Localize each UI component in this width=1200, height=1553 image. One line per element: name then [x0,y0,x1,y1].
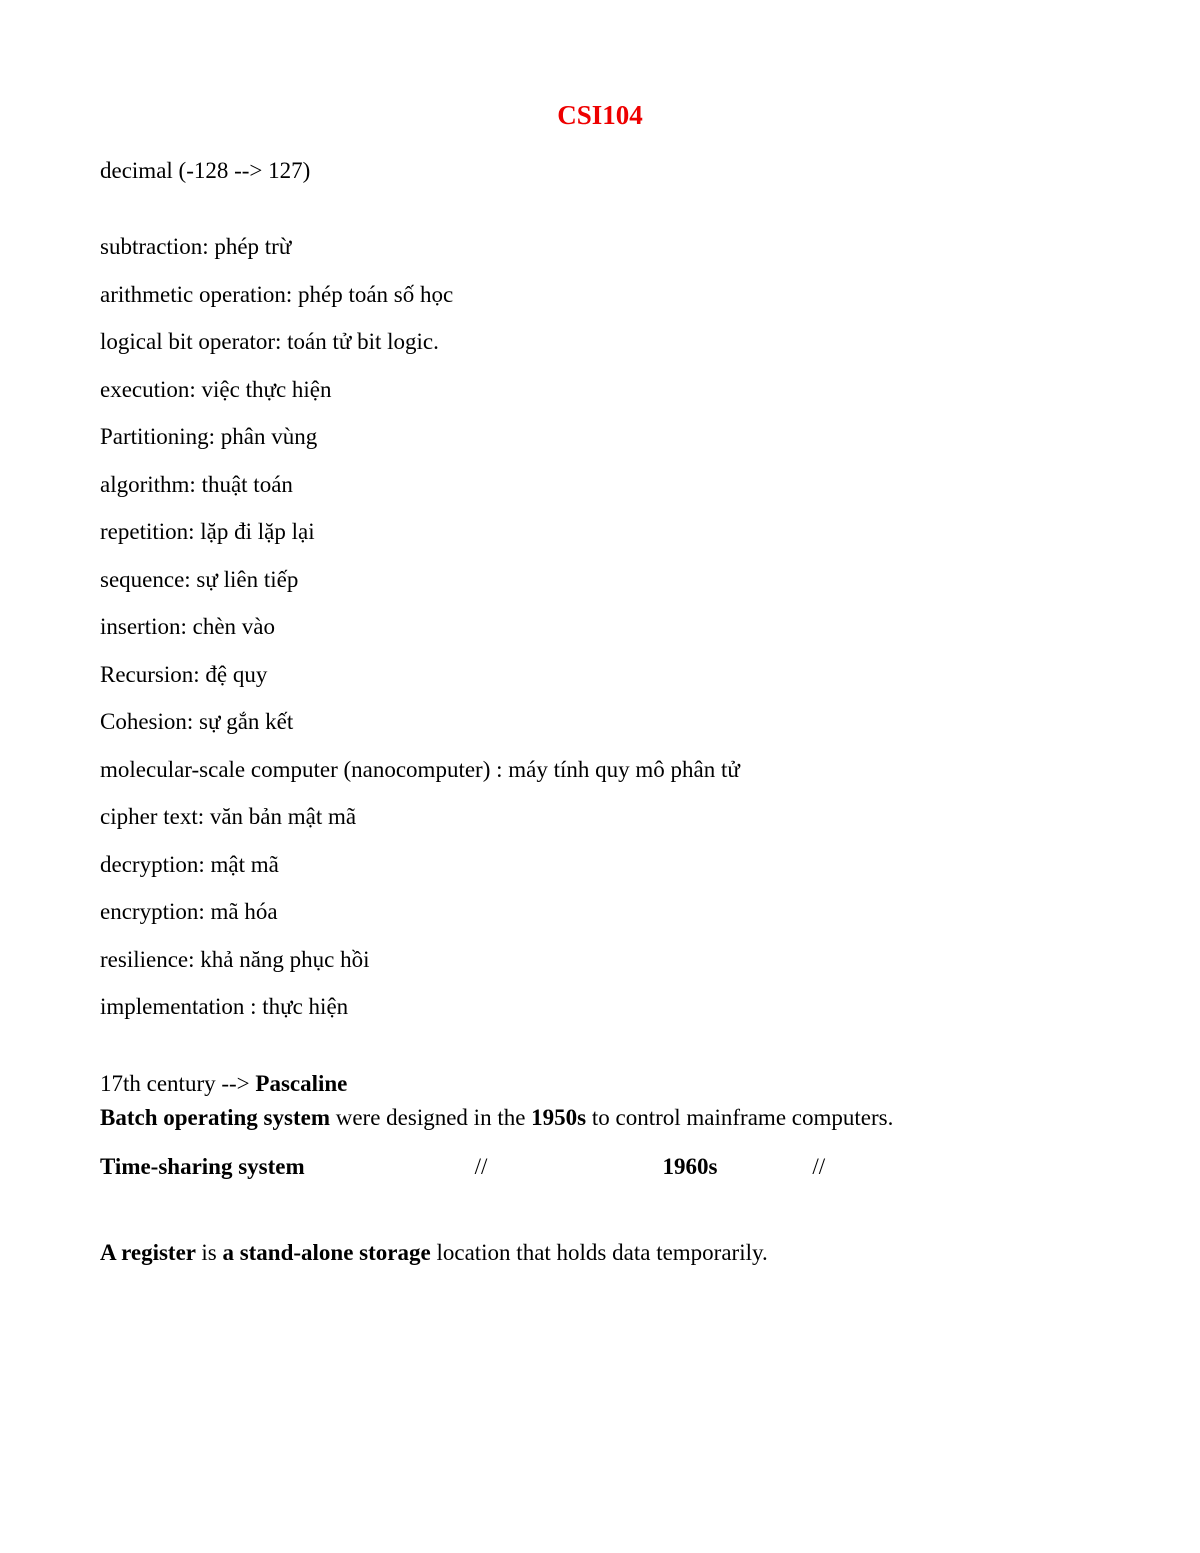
term-line: resilience: khả năng phục hồi [100,943,1100,978]
term-line: insertion: chèn vào [100,610,1100,645]
register-text-1: is [201,1240,222,1265]
batch-line: Batch operating system were designed in … [100,1101,1100,1136]
batch-text-2: to control mainframe computers. [586,1105,893,1130]
term-line: molecular-scale computer (nanocomputer) … [100,753,1100,788]
term-line: repetition: lặp đi lặp lại [100,515,1100,550]
register-text-2: location that holds data temporarily. [436,1240,767,1265]
batch-bold-1: Batch operating system [100,1105,330,1130]
slash-1: // [475,1154,488,1179]
term-line: encryption: mã hóa [100,895,1100,930]
term-line: logical bit operator: toán tử bit logic. [100,325,1100,360]
time-sharing-label: Time-sharing system [100,1154,305,1179]
term-line: algorithm: thuật toán [100,468,1100,503]
register-bold-1: A register [100,1240,201,1265]
term-line: execution: việc thực hiện [100,373,1100,408]
century-line: 17th century --> Pascaline [100,1067,1100,1102]
time-sharing-line: Time-sharing system // 1960s // [100,1150,1100,1185]
term-line: sequence: sự liên tiếp [100,563,1100,598]
term-line: implementation : thực hiện [100,990,1100,1025]
slash-2: // [812,1154,825,1179]
terms-list: subtraction: phép trừ arithmetic operatio… [100,230,1100,1025]
term-line: Recursion: đệ quy [100,658,1100,693]
term-line: decryption: mật mã [100,848,1100,883]
batch-text-1: were designed in the [330,1105,531,1130]
first-line: decimal (-128 --> 127) [100,154,1100,189]
register-bold-2: a stand-alone storage [222,1240,436,1265]
term-line: Partitioning: phân vùng [100,420,1100,455]
register-line: A register is a stand-alone storage loca… [100,1236,1100,1271]
time-sharing-year: 1960s [662,1154,717,1179]
term-line: arithmetic operation: phép toán số học [100,278,1100,313]
document-title: CSI104 [100,95,1100,136]
term-line: subtraction: phép trừ [100,230,1100,265]
term-line: cipher text: văn bản mật mã [100,800,1100,835]
pascaline-bold: Pascaline [255,1071,347,1096]
term-line: Cohesion: sự gắn kết [100,705,1100,740]
batch-bold-2: 1950s [531,1105,586,1130]
century-prefix: 17th century --> [100,1071,255,1096]
